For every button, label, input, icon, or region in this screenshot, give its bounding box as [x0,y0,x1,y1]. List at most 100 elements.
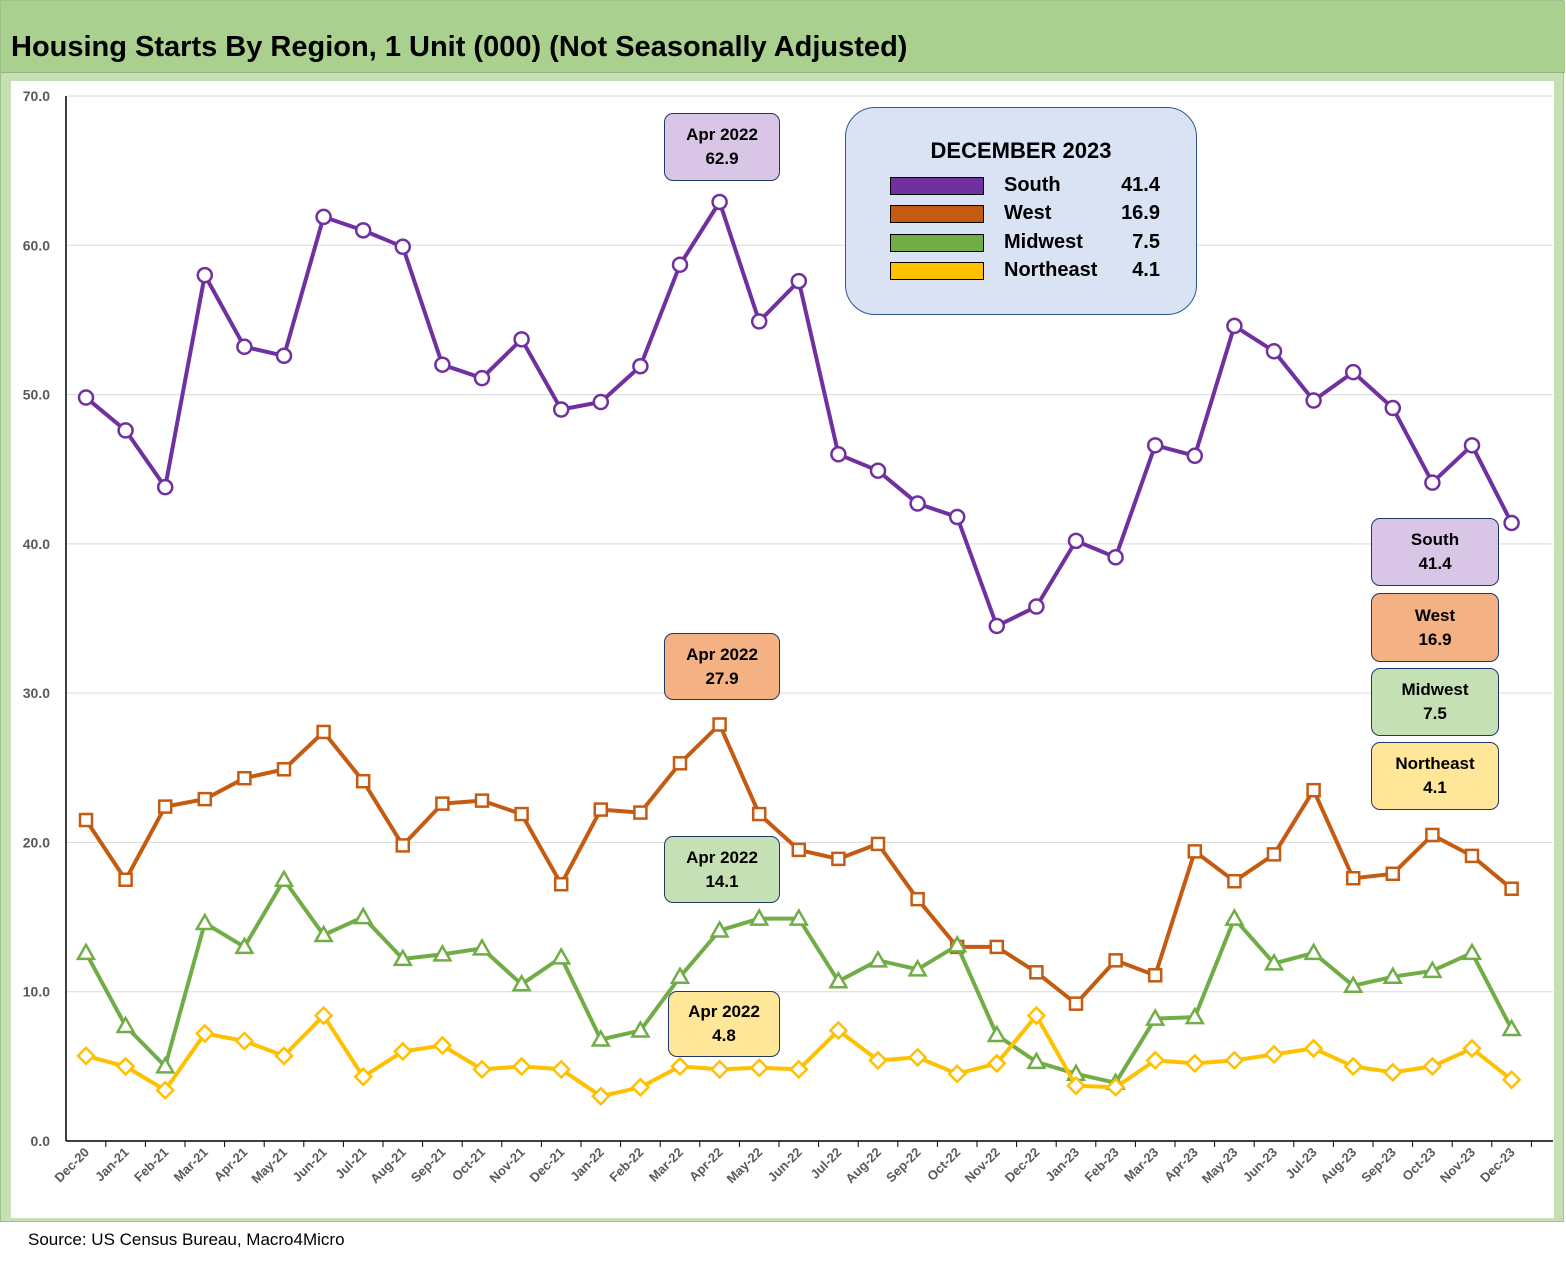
data-point-south [196,266,214,284]
data-point-midwest [511,973,532,992]
data-point-northeast [76,1046,96,1066]
x-tick-label: Dec-20 [51,1145,92,1186]
data-point-northeast [947,1064,967,1084]
data-point-midwest [1461,942,1483,961]
data-point-west [791,842,807,858]
data-point-northeast [1185,1053,1205,1074]
legend-value-midwest: 7.5 [1132,231,1160,253]
data-point-south [750,313,768,330]
data-point-west [1306,782,1321,798]
data-point-south [1384,399,1402,417]
data-point-west [1187,844,1203,859]
data-point-west [1029,965,1044,980]
data-point-west [831,851,846,867]
data-point-south [988,617,1006,635]
data-point-south [1463,437,1481,454]
data-point-west [1385,866,1401,882]
data-point-midwest [669,966,691,985]
peak-label-northeast-value: 4.8 [712,1026,736,1045]
data-point-northeast [709,1059,730,1080]
plot-area-background [11,81,1554,1218]
data-point-northeast [1224,1050,1245,1071]
peak-label-west-value: 27.9 [705,668,739,688]
x-tick-label: Apr-21 [211,1145,251,1185]
legend-label-west: West [1004,202,1052,224]
data-point-south [394,238,412,256]
data-point-midwest [1224,908,1245,926]
data-point-midwest [749,908,770,926]
data-point-northeast [195,1023,215,1044]
data-point-northeast [591,1086,611,1106]
data-point-south [1067,532,1085,550]
end-label-south-value: 41.4 [1418,554,1452,573]
data-point-west [197,791,213,807]
data-point-south [1107,549,1124,566]
data-point-midwest [313,924,334,943]
data-point-south [632,357,649,375]
legend-label-midwest: Midwest [1004,231,1083,253]
x-tick-label: Dec-23 [1477,1145,1518,1186]
data-point-south [1305,392,1322,409]
data-point-west [78,812,94,828]
data-point-south [592,393,610,411]
data-point-west [355,773,371,789]
data-point-northeast [1422,1056,1443,1077]
data-point-south [1503,514,1520,532]
data-point-south [552,401,570,418]
data-point-west [593,802,609,817]
data-point-south [513,331,530,348]
data-point-south [1226,317,1243,335]
data-point-northeast [1026,1005,1047,1026]
x-tick-label: Feb-21 [131,1145,171,1185]
x-tick-label: Dec-21 [527,1145,568,1186]
data-point-northeast [393,1041,413,1062]
x-tick-label: Sep-22 [883,1145,924,1186]
data-point-northeast [907,1047,928,1068]
x-tick-label: Apr-22 [686,1145,726,1185]
data-point-northeast [115,1056,136,1077]
end-label-west-value: 16.9 [1418,629,1452,649]
data-point-midwest [947,934,968,953]
legend-item-northeast: Northeast 4.1 [890,259,1170,283]
legend-title: DECEMBER 2023 [930,138,1112,163]
data-point-west [1227,873,1242,889]
data-point-south [354,222,372,239]
series-line-northeast [85,1013,1513,1099]
chart-title: Housing Starts By Region, 1 Unit (000) (… [11,31,908,63]
peak-label-west: Apr 2022 27.9 [664,633,780,700]
data-point-west [276,762,292,777]
x-tick-label: Jun-23 [1240,1145,1280,1185]
data-point-south [830,446,847,463]
data-point-south [1186,447,1204,465]
legend-label-south: South [1004,174,1061,196]
data-point-west [237,770,252,786]
peak-label-northeast-date: Apr 2022 [688,1002,760,1021]
legend: DECEMBER 2023 South 41.4 West 16.9 Midwe… [845,107,1197,315]
data-point-midwest [986,1024,1007,1043]
peak-label-midwest-date: Apr 2022 [686,847,758,867]
y-tick-label: 10.0 [23,984,50,1000]
data-point-south [236,338,253,356]
data-point-south [790,272,808,290]
y-tick-label: 20.0 [23,834,50,850]
data-point-west [751,806,767,822]
legend-item-west: West 16.9 [890,202,1170,226]
end-label-northeast-value: 4.1 [1423,778,1447,797]
data-point-west [474,793,490,808]
y-tick-label: 0.0 [31,1133,51,1149]
data-point-west [1068,996,1084,1011]
data-point-midwest [115,1015,136,1034]
x-tick-label: Feb-22 [606,1145,646,1185]
data-point-midwest [709,919,730,938]
data-point-midwest [155,1055,176,1074]
data-point-midwest [392,948,413,967]
peak-label-south-value: 62.9 [705,149,739,168]
data-point-midwest [788,908,809,926]
data-point-midwest [1501,1018,1522,1037]
data-point-west [672,756,688,771]
x-tick-label: May-22 [724,1145,766,1187]
data-point-northeast [1066,1075,1086,1096]
peak-label-northeast: Apr 2022 4.8 [668,991,780,1057]
data-point-northeast [1264,1044,1284,1065]
legend-value-northeast: 4.1 [1132,259,1160,281]
